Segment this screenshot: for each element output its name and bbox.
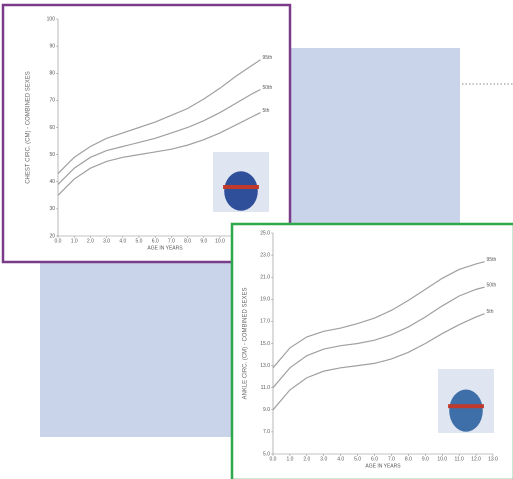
x-tick-label: 6.0	[152, 238, 159, 244]
x-tick-label: 9.0	[422, 456, 429, 462]
photo-tape	[448, 404, 484, 409]
x-tick-label: 10.0	[215, 238, 225, 244]
x-tick-label: 12.0	[471, 456, 481, 462]
x-tick-label: 1.0	[71, 238, 78, 244]
y-tick-label: 7.0	[263, 429, 270, 435]
x-tick-label: 11.0	[454, 456, 464, 462]
card	[230, 222, 513, 479]
y-tick-label: 25.0	[260, 230, 270, 236]
curve-label: 95th	[487, 257, 497, 263]
y-tick-label: 15.0	[260, 341, 270, 347]
x-tick-label: 4.0	[337, 456, 344, 462]
curve-label: 50th	[263, 85, 273, 91]
card	[1, 3, 292, 264]
y-tick-label: 100	[47, 16, 56, 22]
x-tick-label: 13.0	[488, 456, 498, 462]
photo-figure	[449, 389, 483, 432]
chart-chest: 20 30 40 50 60 70 80 90 100 0.0 1.0 2.0 3.0 4.0 5.0 6.0…	[1, 3, 292, 264]
curve-label: 95th	[263, 55, 273, 61]
y-tick-label: 23.0	[260, 252, 270, 258]
x-tick-label: 3.0	[103, 238, 110, 244]
x-tick-label: 7.0	[388, 456, 395, 462]
y-axis-label: CHEST CIRC. (CM) - COMBINED SEXES	[26, 71, 32, 184]
y-tick-label: 21.0	[260, 275, 270, 281]
chart-ankle: 5.0 7.0 9.0 11.0 13.0 15.0 17.0 19.0 21.0 23.0 25.…	[230, 222, 513, 479]
y-tick-label: 30	[49, 206, 55, 212]
curve	[272, 286, 485, 389]
x-tick-label: 0.0	[55, 238, 62, 244]
y-tick-label: 80	[49, 71, 55, 77]
x-tick-label: 0.0	[270, 456, 277, 462]
x-tick-label: 2.0	[87, 238, 94, 244]
y-tick-label: 40	[49, 179, 55, 185]
x-tick-label: 9.0	[200, 238, 207, 244]
x-tick-label: 6.0	[371, 456, 378, 462]
photo-tape	[223, 185, 259, 189]
curve	[57, 88, 261, 185]
y-tick-label: 9.0	[263, 407, 270, 413]
x-tick-label: 2.0	[303, 456, 310, 462]
x-tick-label: 8.0	[405, 456, 412, 462]
x-tick-label: 5.0	[354, 456, 361, 462]
y-tick-label: 5.0	[263, 451, 270, 457]
y-tick-label: 70	[49, 98, 55, 104]
x-tick-label: 7.0	[168, 238, 175, 244]
x-tick-label: 1.0	[286, 456, 293, 462]
y-tick-label: 17.0	[260, 319, 270, 325]
x-axis-label: AGE IN YEARS	[147, 245, 183, 251]
curve	[272, 313, 485, 411]
x-tick-label: 4.0	[119, 238, 126, 244]
y-tick-label: 90	[49, 43, 55, 49]
curve-label: 5th	[263, 108, 270, 114]
y-tick-label: 50	[49, 152, 55, 158]
y-axis-label: ANKLE CIRC. (CM) - COMBINED SEXES	[243, 287, 249, 399]
curve	[272, 261, 485, 369]
curve-label: 5th	[487, 309, 494, 315]
curve-label: 50th	[487, 282, 497, 288]
y-tick-label: 13.0	[260, 363, 270, 369]
y-tick-label: 11.0	[261, 385, 271, 391]
curve	[57, 112, 261, 196]
x-tick-label: 3.0	[320, 456, 327, 462]
y-tick-label: 20	[49, 233, 55, 239]
y-tick-label: 60	[49, 125, 55, 131]
y-tick-label: 19.0	[260, 297, 270, 303]
photo-figure	[224, 171, 258, 211]
x-tick-label: 10.0	[437, 456, 447, 462]
x-tick-label: 8.0	[184, 238, 191, 244]
x-axis-label: AGE IN YEARS	[365, 463, 401, 469]
curve	[57, 59, 261, 175]
x-tick-label: 5.0	[136, 238, 143, 244]
